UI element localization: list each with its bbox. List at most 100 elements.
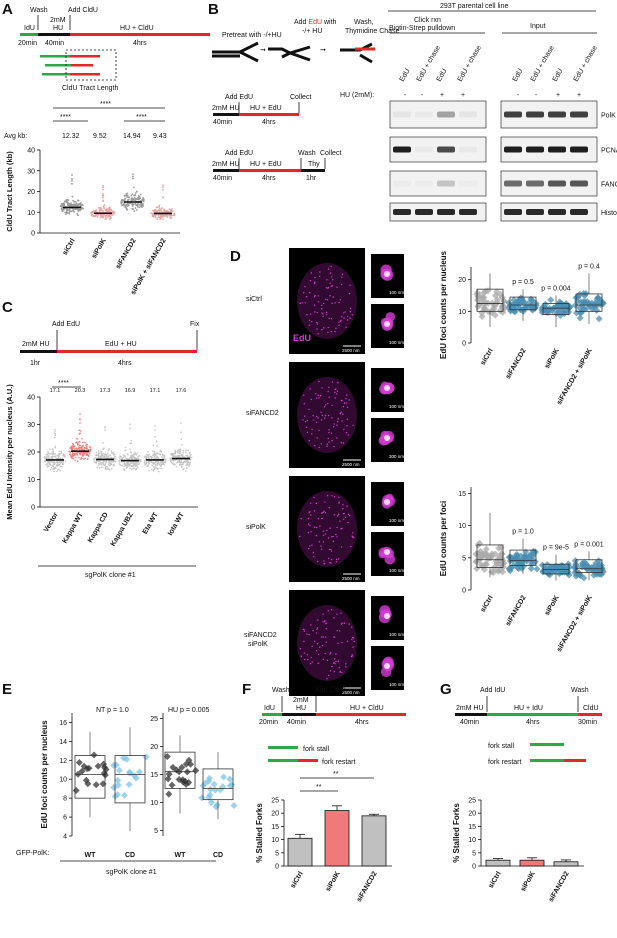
data-point bbox=[77, 210, 80, 213]
data-point bbox=[102, 199, 105, 202]
data-point bbox=[151, 464, 154, 467]
data-point bbox=[166, 216, 169, 218]
blot-band bbox=[415, 146, 433, 153]
data-point bbox=[103, 453, 106, 456]
foci-dot bbox=[333, 514, 335, 516]
data-point bbox=[130, 442, 133, 445]
data-point bbox=[152, 454, 154, 457]
data-point bbox=[112, 451, 115, 454]
data-point bbox=[170, 452, 173, 455]
foci-dot bbox=[330, 609, 333, 611]
y-axis-title: CldU Tract Length (kb) bbox=[5, 151, 14, 232]
data-point bbox=[155, 210, 158, 213]
data-point bbox=[153, 463, 155, 465]
data-point bbox=[108, 210, 110, 212]
a-tract-label: CldU Tract Length bbox=[62, 85, 119, 92]
y-tick-label: 20 bbox=[468, 811, 476, 818]
foci-dot bbox=[349, 284, 351, 286]
foci-dot bbox=[310, 531, 312, 533]
data-point bbox=[52, 467, 54, 470]
data-point bbox=[78, 429, 80, 432]
data-point bbox=[45, 453, 47, 456]
data-point bbox=[156, 445, 158, 447]
foci-dot bbox=[308, 324, 311, 326]
data-point bbox=[179, 463, 182, 465]
foci-dot bbox=[299, 648, 302, 650]
y-axis-title: Mean EdU Intensity per nucleus (A.U.) bbox=[5, 384, 14, 520]
zoom-scale-label: 100 nm bbox=[389, 290, 404, 295]
data-point bbox=[119, 464, 122, 467]
foci-dot bbox=[348, 399, 350, 401]
b-t4-2: 4hrs bbox=[262, 175, 276, 182]
data-point bbox=[187, 760, 195, 768]
data-point bbox=[595, 315, 603, 323]
foci-dot bbox=[318, 275, 321, 278]
avg-kb-value: 9.52 bbox=[93, 133, 107, 140]
foci-dot bbox=[315, 535, 318, 537]
data-point bbox=[68, 204, 71, 207]
foci-dot bbox=[326, 659, 329, 662]
data-point bbox=[63, 204, 66, 207]
y-tick-label: 25 bbox=[150, 716, 158, 723]
foci-dot bbox=[324, 620, 326, 622]
foci-dot bbox=[332, 540, 335, 543]
data-point bbox=[52, 453, 54, 456]
data-point bbox=[50, 466, 53, 469]
data-point bbox=[207, 799, 215, 807]
foci-dot bbox=[333, 670, 335, 673]
foci-dot bbox=[327, 537, 330, 539]
data-point bbox=[85, 447, 88, 450]
data-point bbox=[133, 463, 135, 466]
foci-dot bbox=[323, 510, 325, 512]
data-point bbox=[547, 296, 555, 304]
data-point bbox=[148, 469, 150, 472]
data-point bbox=[138, 198, 141, 200]
data-point bbox=[181, 443, 183, 446]
foci-dot bbox=[325, 622, 327, 625]
data-point bbox=[145, 457, 148, 459]
blot-band bbox=[393, 111, 411, 118]
foci-dot bbox=[320, 545, 322, 547]
y-tick-label: 40 bbox=[27, 148, 35, 155]
foci-dot bbox=[341, 527, 343, 530]
y-tick-label: 0 bbox=[275, 864, 279, 871]
y-tick-label: 10 bbox=[27, 210, 35, 217]
data-point bbox=[134, 207, 137, 209]
data-point bbox=[167, 211, 170, 213]
data-point bbox=[185, 449, 187, 452]
foci-dot bbox=[316, 627, 319, 629]
data-point bbox=[111, 214, 114, 217]
data-point bbox=[61, 210, 64, 212]
data-point bbox=[119, 455, 121, 458]
data-point bbox=[131, 454, 134, 457]
data-point bbox=[135, 768, 143, 776]
foci-dot bbox=[326, 443, 328, 445]
data-point bbox=[105, 455, 108, 458]
foci-dot bbox=[349, 317, 351, 319]
foci-dot bbox=[316, 560, 319, 563]
x-tick-label: Eta WT bbox=[142, 511, 160, 536]
g-t4: 4hrs bbox=[526, 719, 540, 726]
data-point bbox=[174, 449, 176, 452]
data-point bbox=[163, 753, 171, 761]
data-point bbox=[120, 791, 128, 799]
data-point bbox=[125, 194, 127, 197]
data-point bbox=[123, 462, 126, 465]
foci-dot bbox=[322, 636, 324, 638]
f-stall: fork stall bbox=[303, 746, 330, 753]
x-tick-label: siFANCD2 bbox=[356, 870, 379, 903]
condition-label-line2: siPolK bbox=[248, 641, 268, 648]
y-tick-label: 10 bbox=[150, 800, 158, 807]
data-point bbox=[97, 451, 100, 454]
data-point bbox=[187, 449, 190, 452]
data-point bbox=[45, 457, 48, 460]
data-point bbox=[51, 457, 53, 459]
foci-dot bbox=[315, 393, 317, 395]
foci-dot bbox=[331, 417, 333, 419]
foci-dot bbox=[351, 638, 353, 641]
lane-label: EdU + chase bbox=[573, 45, 599, 83]
data-point bbox=[104, 457, 106, 459]
data-point bbox=[165, 790, 173, 798]
foci-dot bbox=[330, 330, 333, 333]
